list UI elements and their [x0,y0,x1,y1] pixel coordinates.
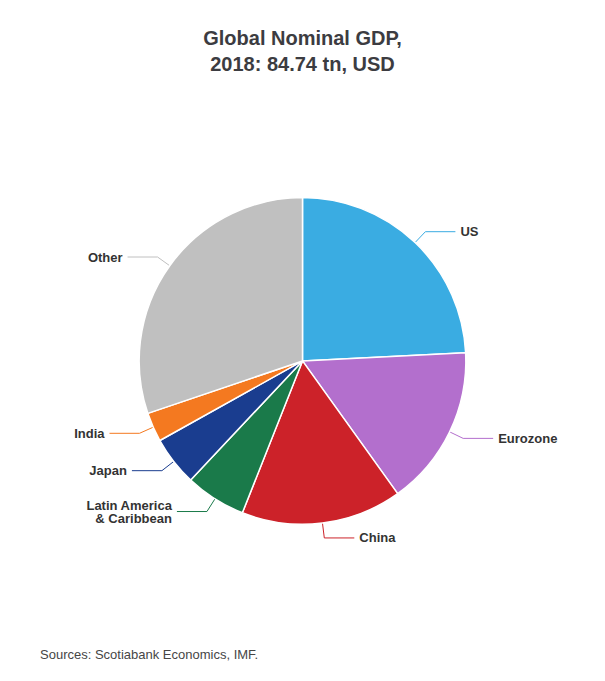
svg-text:2018: 84.74 tn, USD: 2018: 84.74 tn, USD [210,53,395,75]
svg-text:China: China [359,530,396,545]
svg-text:Japan: Japan [89,463,127,478]
svg-text:India: India [74,426,105,441]
svg-text:Eurozone: Eurozone [498,431,557,446]
svg-text:Global Nominal GDP,: Global Nominal GDP, [203,27,402,49]
svg-text:Latin America: Latin America [86,497,172,513]
svg-text:US: US [460,224,478,239]
svg-text:& Caribbean: & Caribbean [95,511,172,526]
svg-text:Other: Other [88,250,123,265]
svg-text:Sources: Scotiabank Economics,: Sources: Scotiabank Economics, IMF. [40,647,258,662]
